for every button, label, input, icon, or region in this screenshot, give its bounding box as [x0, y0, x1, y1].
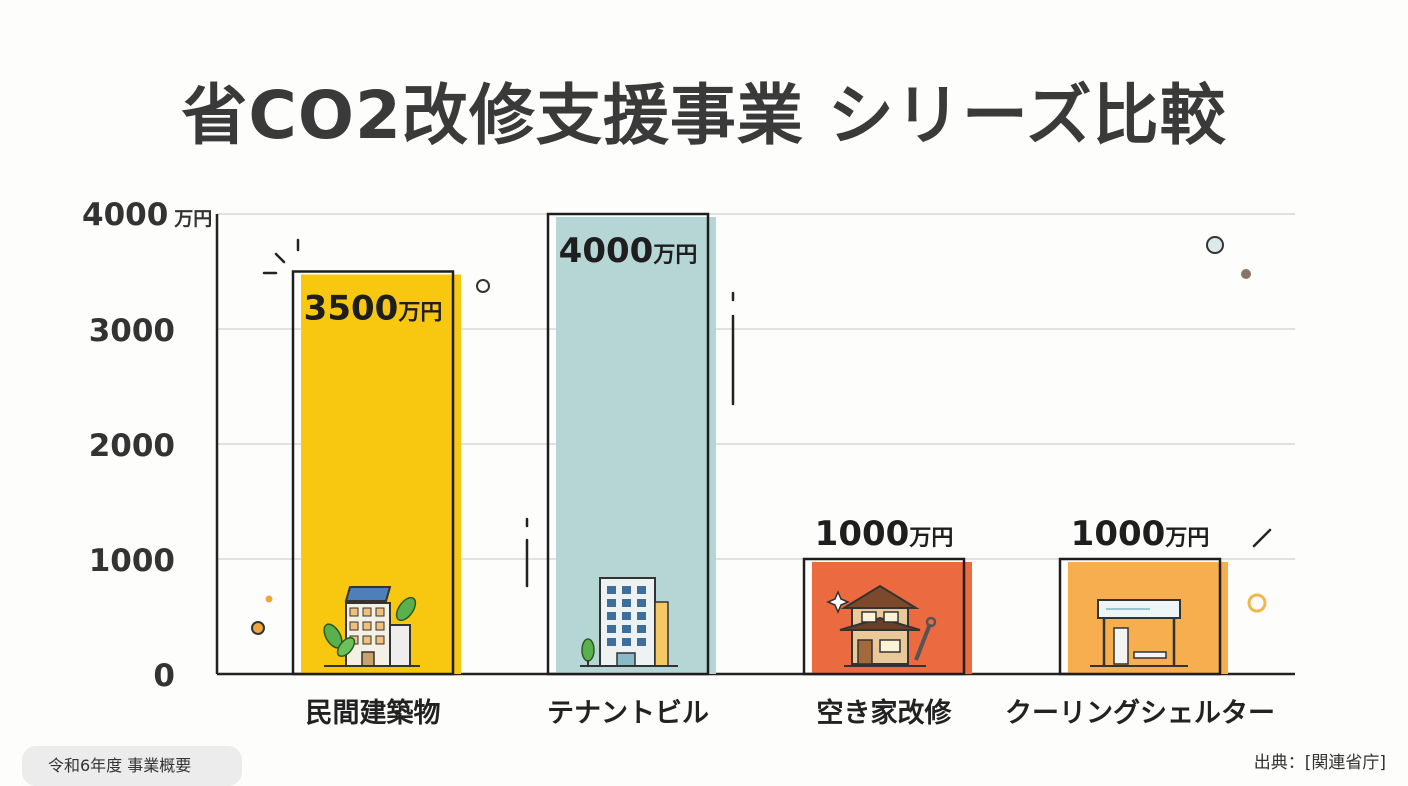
bar-value-label: 3500万円	[304, 289, 443, 329]
bar-value-label: 4000万円	[559, 231, 698, 271]
bar-value-label: 1000万円	[815, 514, 954, 554]
decor-dot	[1241, 269, 1251, 279]
bar	[546, 212, 710, 676]
cooling-shelter-bus-stop-icon	[1090, 599, 1188, 667]
sketch-stroke	[274, 252, 286, 264]
y-tick-label: 3000	[89, 313, 175, 349]
decorations	[251, 236, 1272, 635]
source-note: 出典：[関連省庁]	[1253, 753, 1386, 773]
bar-value-label: 1000万円	[1071, 514, 1210, 554]
bar	[802, 557, 966, 676]
decor-dot	[265, 595, 273, 603]
traditional-house-with-wrench-icon	[826, 584, 937, 667]
decor-circle	[476, 279, 490, 293]
bar	[1058, 557, 1222, 676]
decor-circle	[251, 621, 265, 635]
decor-circle	[1206, 236, 1224, 254]
category-label: テナントビル	[547, 698, 709, 729]
bar-icons	[323, 577, 1188, 667]
bar	[291, 270, 455, 676]
category-label: クーリングシェルター	[1005, 697, 1275, 729]
category-label: 空き家改修	[817, 697, 953, 729]
y-tick-label: 0	[153, 658, 175, 694]
building-with-solar-panels-icon	[323, 586, 420, 667]
sketch-stroke	[1252, 528, 1272, 548]
y-tick-label: 1000	[89, 543, 175, 579]
chart-title: 省CO2改修支援事業 シリーズ比較	[181, 77, 1227, 154]
category-label: 民間建築物	[306, 697, 441, 729]
y-tick-label: 4000 万円	[82, 197, 212, 233]
fiscal-year-badge: 令和6年度 事業概要	[22, 746, 242, 786]
y-tick-label: 2000	[89, 428, 175, 464]
office-building-icon	[580, 577, 678, 667]
decor-circle	[1247, 593, 1267, 613]
